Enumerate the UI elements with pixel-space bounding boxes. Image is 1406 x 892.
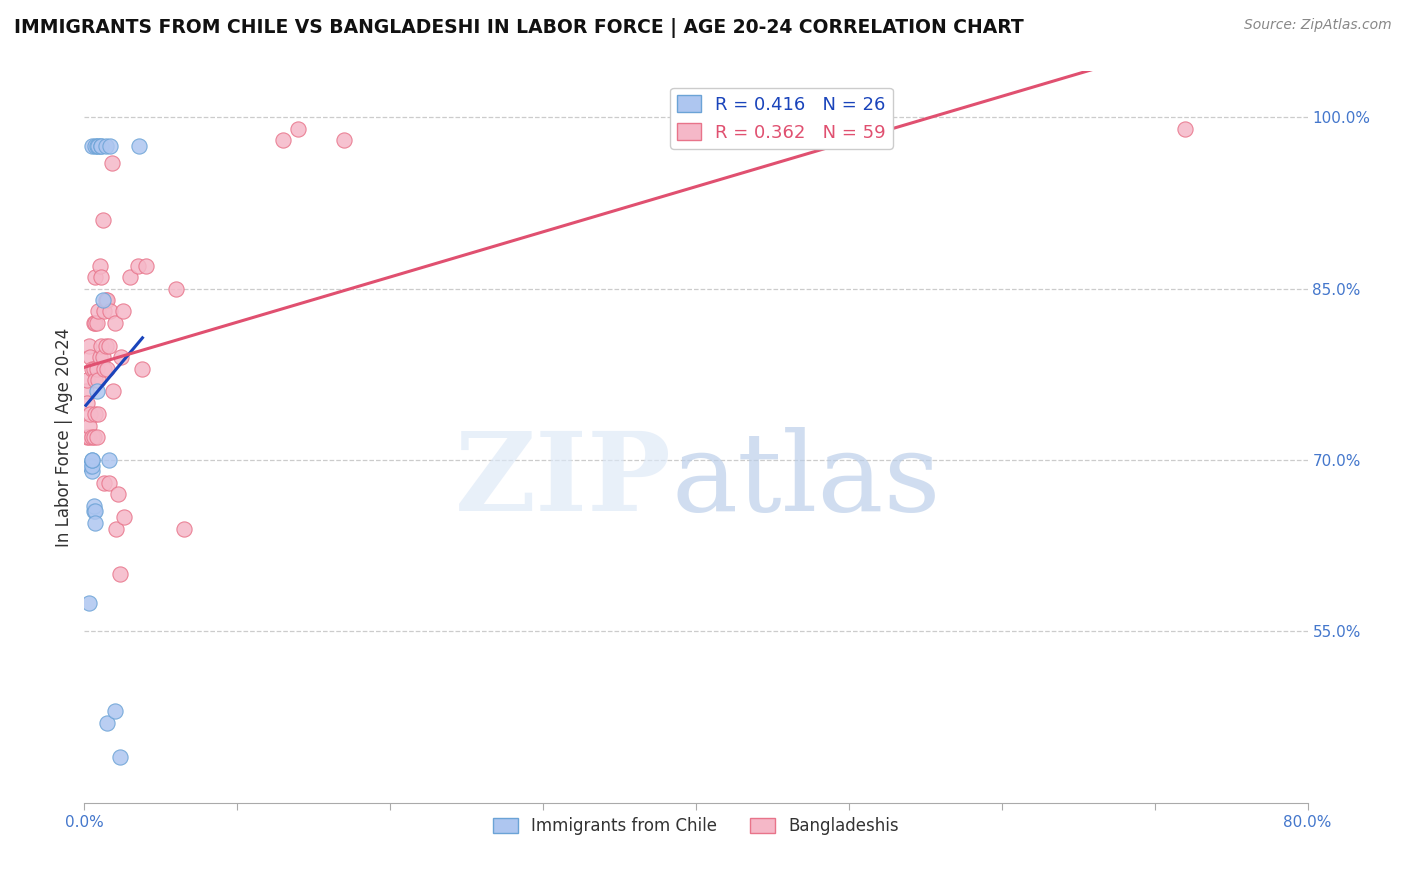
Point [96, 361, 118, 376]
Point [84, 516, 107, 530]
Point [87, 304, 110, 318]
Point [135, 259, 157, 273]
Point [98, 138, 121, 153]
Point [271, 133, 294, 147]
Point [89, 350, 111, 364]
Point [90, 270, 112, 285]
Point [91, 213, 114, 227]
Point [77, 430, 100, 444]
Point [83, 316, 105, 330]
Point [93, 475, 115, 490]
Point [84, 407, 107, 421]
Point [76, 396, 98, 410]
Point [89, 259, 111, 273]
Text: Source: ZipAtlas.com: Source: ZipAtlas.com [1244, 18, 1392, 32]
Point [1174, 121, 1197, 136]
Point [83, 361, 105, 376]
Point [287, 121, 309, 136]
Point [93, 361, 115, 376]
Point [120, 270, 142, 285]
Point [91, 350, 114, 364]
Point [108, 750, 131, 764]
Point [87, 373, 110, 387]
Point [96, 293, 118, 307]
Point [94, 338, 117, 352]
Point [128, 138, 150, 153]
Point [80, 453, 103, 467]
Point [333, 133, 356, 147]
Point [104, 316, 127, 330]
Point [79, 458, 101, 473]
Point [103, 384, 125, 399]
Point [90, 338, 112, 352]
Point [84, 316, 107, 330]
Point [87, 407, 110, 421]
Point [165, 281, 187, 295]
Point [131, 361, 153, 376]
Text: atlas: atlas [672, 427, 941, 534]
Point [110, 350, 132, 364]
Point [93, 304, 115, 318]
Point [77, 338, 100, 352]
Point [83, 430, 105, 444]
Point [105, 521, 128, 535]
Point [80, 458, 103, 473]
Point [79, 407, 101, 421]
Point [77, 596, 100, 610]
Point [79, 458, 101, 473]
Point [83, 499, 105, 513]
Point [80, 430, 103, 444]
Point [84, 504, 107, 518]
Point [127, 259, 149, 273]
Point [84, 270, 107, 285]
Point [86, 316, 108, 330]
Point [94, 293, 117, 307]
Point [76, 430, 98, 444]
Point [173, 521, 195, 535]
Point [86, 361, 108, 376]
Point [77, 418, 100, 433]
Legend: Immigrants from Chile, Bangladeshis: Immigrants from Chile, Bangladeshis [486, 811, 905, 842]
Point [97, 338, 120, 352]
Point [90, 138, 112, 153]
Point [80, 464, 103, 478]
Point [84, 138, 107, 153]
Y-axis label: In Labor Force | Age 20-24: In Labor Force | Age 20-24 [55, 327, 73, 547]
Point [79, 350, 101, 364]
Point [104, 705, 127, 719]
Text: IMMIGRANTS FROM CHILE VS BANGLADESHI IN LABOR FORCE | AGE 20-24 CORRELATION CHAR: IMMIGRANTS FROM CHILE VS BANGLADESHI IN … [14, 18, 1024, 37]
Point [80, 361, 103, 376]
Point [76, 373, 98, 387]
Point [84, 373, 107, 387]
Point [80, 453, 103, 467]
Point [80, 138, 103, 153]
Point [107, 487, 129, 501]
Point [101, 156, 124, 170]
Point [97, 453, 120, 467]
Point [90, 138, 112, 153]
Point [83, 504, 105, 518]
Text: ZIP: ZIP [454, 427, 672, 534]
Point [112, 510, 135, 524]
Point [111, 304, 134, 318]
Point [86, 384, 108, 399]
Point [108, 567, 131, 582]
Point [94, 138, 117, 153]
Point [98, 304, 121, 318]
Point [86, 138, 108, 153]
Point [96, 715, 118, 730]
Point [87, 138, 110, 153]
Point [91, 293, 114, 307]
Point [97, 475, 120, 490]
Point [86, 430, 108, 444]
Point [75, 384, 97, 399]
